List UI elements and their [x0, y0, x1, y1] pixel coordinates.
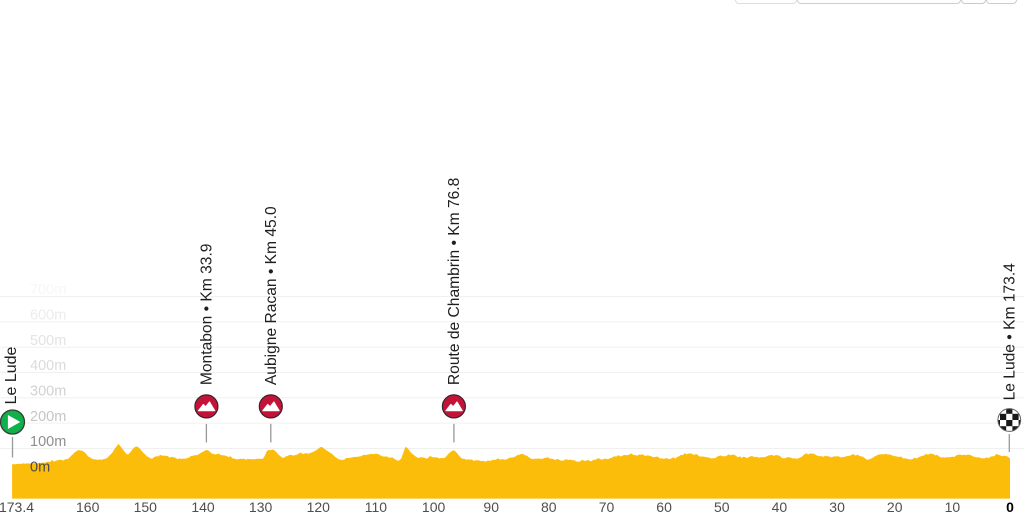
svg-text:10: 10 [945, 499, 961, 515]
svg-text:120: 120 [307, 499, 331, 515]
svg-text:Le Lude • Km 173.4: Le Lude • Km 173.4 [1002, 263, 1019, 401]
svg-text:130: 130 [249, 499, 273, 515]
svg-text:100: 100 [422, 499, 446, 515]
svg-text:20: 20 [887, 499, 903, 515]
svg-text:150: 150 [134, 499, 158, 515]
svg-text:200m: 200m [30, 409, 66, 425]
svg-text:80: 80 [541, 499, 557, 515]
svg-text:Route de Chambrin • Km 76.8: Route de Chambrin • Km 76.8 [446, 178, 463, 385]
svg-text:160: 160 [76, 499, 100, 515]
svg-text:Montabon • Km 33.9: Montabon • Km 33.9 [199, 244, 216, 386]
svg-text:Aubigne Racan • Km 45.0: Aubigne Racan • Km 45.0 [263, 206, 280, 385]
svg-text:40: 40 [772, 499, 788, 515]
svg-text:173.4: 173.4 [0, 499, 34, 515]
svg-text:0: 0 [1006, 499, 1014, 515]
svg-text:90: 90 [483, 499, 499, 515]
svg-text:70: 70 [599, 499, 615, 515]
svg-text:60: 60 [656, 499, 672, 515]
svg-text:50: 50 [714, 499, 730, 515]
svg-text:300m: 300m [30, 384, 66, 400]
svg-text:500m: 500m [30, 333, 66, 349]
svg-text:Le Lude: Le Lude [3, 346, 20, 404]
svg-text:400m: 400m [30, 358, 66, 374]
svg-text:140: 140 [191, 499, 215, 515]
svg-text:30: 30 [829, 499, 845, 515]
svg-text:700m: 700m [30, 282, 66, 298]
svg-text:110: 110 [365, 499, 388, 515]
svg-text:600m: 600m [30, 308, 66, 324]
svg-text:0m: 0m [30, 460, 50, 476]
svg-text:100m: 100m [30, 434, 66, 450]
